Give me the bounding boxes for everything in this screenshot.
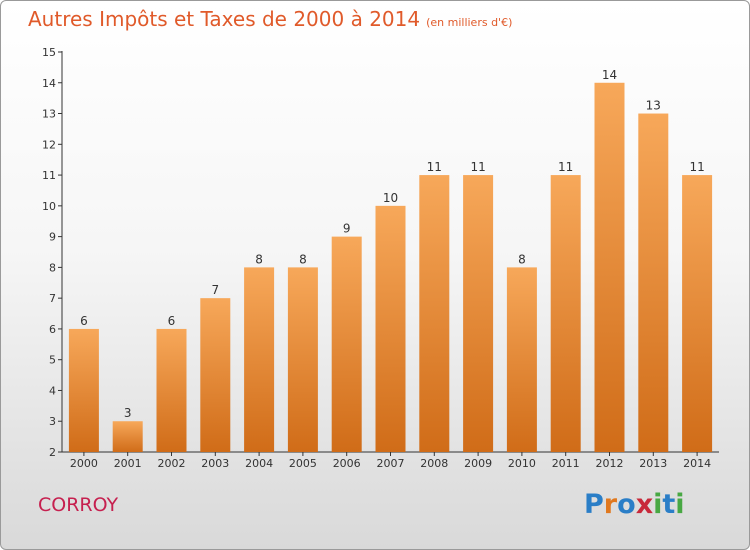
y-tick-label: 14 bbox=[42, 77, 56, 90]
y-tick-label: 11 bbox=[42, 169, 56, 182]
x-tick-label: 2006 bbox=[333, 457, 361, 470]
chart-title-main: Autres Impôts et Taxes de 2000 à 2014 bbox=[28, 7, 421, 31]
chart-labels: 2000 6 2001 3 2002 6 2003 7 2004 8 2005 8 2006 9 2007 1… bbox=[70, 68, 711, 470]
bar bbox=[419, 175, 450, 453]
y-tick-label: 9 bbox=[49, 231, 56, 244]
x-tick-label: 2005 bbox=[289, 457, 317, 470]
bar bbox=[375, 205, 406, 452]
bar bbox=[638, 113, 669, 453]
logo-letter: i bbox=[653, 489, 663, 520]
logo-letter: P bbox=[584, 489, 604, 520]
data-label: 11 bbox=[689, 160, 704, 174]
x-tick-label: 2008 bbox=[420, 457, 448, 470]
y-tick-label: 2 bbox=[49, 446, 56, 459]
bar bbox=[287, 267, 318, 452]
bar bbox=[463, 175, 494, 453]
y-tick-label: 8 bbox=[49, 261, 56, 274]
data-label: 10 bbox=[383, 191, 398, 205]
x-tick-label: 2001 bbox=[114, 457, 142, 470]
data-label: 6 bbox=[168, 314, 176, 328]
data-label: 8 bbox=[299, 252, 307, 266]
y-tick-label: 13 bbox=[42, 108, 56, 121]
data-label: 9 bbox=[343, 222, 351, 236]
data-label: 6 bbox=[80, 314, 88, 328]
chart-bars bbox=[68, 82, 713, 453]
proxiti-logo: Proxiti bbox=[584, 489, 685, 520]
x-tick-label: 2003 bbox=[201, 457, 229, 470]
bar bbox=[244, 267, 275, 452]
y-tick-label: 6 bbox=[49, 323, 56, 336]
bar bbox=[682, 175, 713, 453]
logo-letter: o bbox=[617, 489, 636, 520]
bar bbox=[331, 236, 362, 452]
commune-name: CORROY bbox=[38, 494, 119, 516]
y-tick-label: 10 bbox=[42, 200, 56, 213]
bar bbox=[594, 82, 625, 453]
data-label: 11 bbox=[427, 160, 442, 174]
logo-letter: r bbox=[603, 489, 618, 520]
bar bbox=[550, 175, 581, 453]
x-tick-label: 2007 bbox=[377, 457, 405, 470]
data-label: 11 bbox=[470, 160, 485, 174]
x-tick-label: 2000 bbox=[70, 457, 98, 470]
x-tick-label: 2012 bbox=[596, 457, 624, 470]
y-tick-label: 15 bbox=[42, 46, 56, 59]
bar bbox=[68, 328, 99, 452]
bar bbox=[156, 328, 187, 452]
chart-title-unit: (en milliers d'€) bbox=[426, 16, 513, 29]
x-tick-label: 2014 bbox=[683, 457, 711, 470]
data-label: 7 bbox=[211, 283, 219, 297]
bar bbox=[506, 267, 537, 452]
x-tick-label: 2009 bbox=[464, 457, 492, 470]
data-label: 3 bbox=[124, 406, 132, 420]
logo-letter: t bbox=[662, 489, 676, 520]
bar bbox=[200, 298, 231, 452]
x-tick-label: 2004 bbox=[245, 457, 273, 470]
x-tick-label: 2011 bbox=[552, 457, 580, 470]
x-tick-label: 2010 bbox=[508, 457, 536, 470]
x-tick-label: 2002 bbox=[158, 457, 186, 470]
y-tick-label: 12 bbox=[42, 138, 56, 151]
data-label: 11 bbox=[558, 160, 573, 174]
x-tick-label: 2013 bbox=[639, 457, 667, 470]
data-label: 8 bbox=[255, 252, 263, 266]
chart-title: Autres Impôts et Taxes de 2000 à 2014 (en… bbox=[28, 7, 512, 31]
logo-letter: i bbox=[675, 489, 685, 520]
y-tick-label: 3 bbox=[49, 415, 56, 428]
data-label: 14 bbox=[602, 68, 617, 82]
y-tick-label: 7 bbox=[49, 292, 56, 305]
y-tick-label: 4 bbox=[49, 384, 56, 397]
data-label: 8 bbox=[518, 252, 526, 266]
y-tick-label: 5 bbox=[49, 354, 56, 367]
bar bbox=[112, 421, 143, 452]
data-label: 13 bbox=[646, 99, 661, 113]
logo-letter: x bbox=[635, 489, 654, 520]
